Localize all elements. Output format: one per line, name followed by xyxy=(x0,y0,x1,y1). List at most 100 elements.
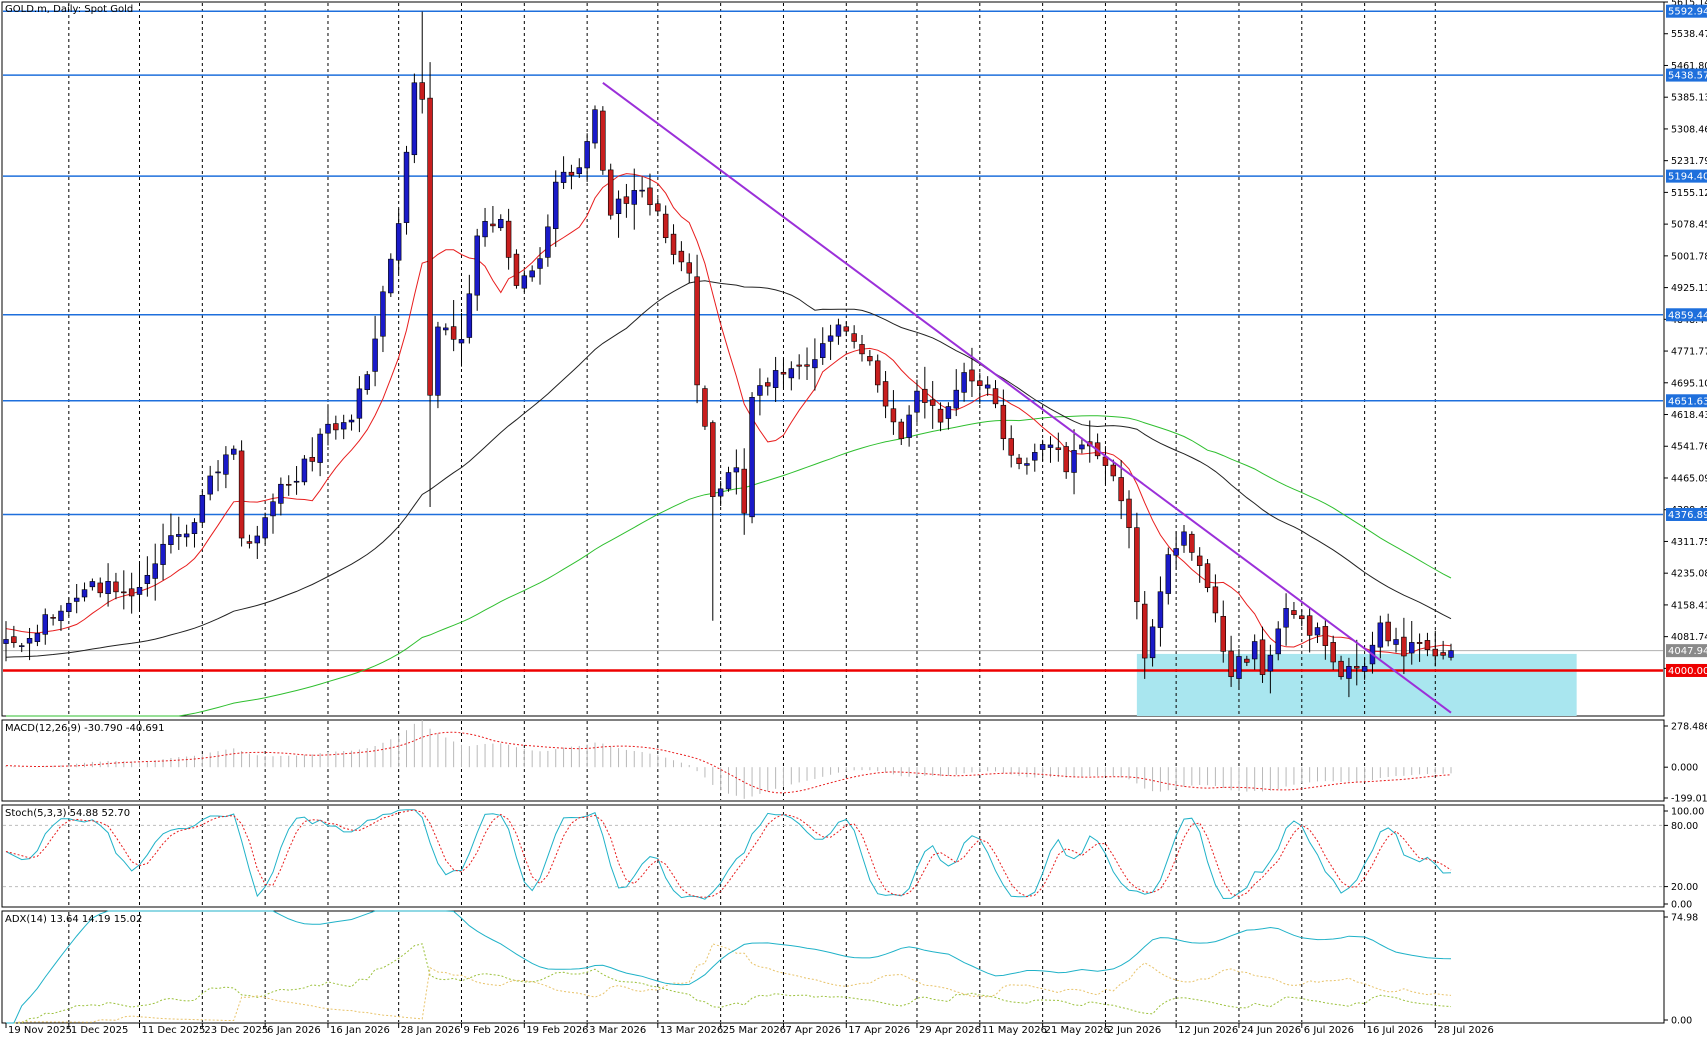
horizontal-levels[interactable] xyxy=(3,10,1663,672)
candle[interactable] xyxy=(176,516,182,550)
candle[interactable] xyxy=(867,349,873,366)
candle[interactable] xyxy=(443,323,449,336)
candle[interactable] xyxy=(796,354,802,380)
candle[interactable] xyxy=(992,380,999,409)
candle[interactable] xyxy=(1071,429,1077,495)
candle[interactable] xyxy=(1173,531,1179,570)
candle[interactable] xyxy=(168,513,174,554)
candle[interactable] xyxy=(152,543,158,601)
candle[interactable] xyxy=(121,570,127,610)
candle[interactable] xyxy=(882,371,889,419)
candle[interactable] xyxy=(285,475,292,496)
candle[interactable] xyxy=(710,420,716,621)
candle[interactable] xyxy=(843,321,850,337)
candle[interactable] xyxy=(772,356,779,402)
candle[interactable] xyxy=(584,133,590,182)
candle[interactable] xyxy=(851,325,857,349)
candle[interactable] xyxy=(1126,490,1132,549)
candle[interactable] xyxy=(11,625,17,648)
candle[interactable] xyxy=(1251,634,1258,670)
candle[interactable] xyxy=(1377,615,1384,659)
candle[interactable] xyxy=(411,73,418,164)
candle[interactable] xyxy=(1016,454,1022,470)
candle[interactable] xyxy=(1134,512,1140,620)
candle[interactable] xyxy=(1141,591,1148,679)
candle[interactable] xyxy=(1039,439,1046,462)
candle[interactable] xyxy=(1354,639,1360,686)
candle[interactable] xyxy=(380,285,386,353)
candle[interactable] xyxy=(505,208,512,270)
candle[interactable] xyxy=(780,358,787,388)
candle[interactable] xyxy=(1244,655,1250,667)
candle[interactable] xyxy=(1299,609,1305,627)
candle[interactable] xyxy=(1032,443,1038,472)
candle[interactable] xyxy=(741,448,747,535)
candle[interactable] xyxy=(1401,617,1407,675)
candle[interactable] xyxy=(576,158,583,178)
candle[interactable] xyxy=(906,405,912,447)
candle[interactable] xyxy=(631,168,637,230)
candle[interactable] xyxy=(1283,593,1289,646)
candle[interactable] xyxy=(1236,649,1242,690)
price-panel[interactable]: GOLD.m, Daily: Spot Gold xyxy=(1,1,1665,717)
candle[interactable] xyxy=(270,493,276,534)
candle[interactable] xyxy=(1338,655,1344,680)
candle[interactable] xyxy=(207,465,213,501)
candle[interactable] xyxy=(733,449,740,495)
candle[interactable] xyxy=(537,247,543,285)
candle[interactable] xyxy=(231,445,237,460)
candle[interactable] xyxy=(1448,643,1454,661)
candle[interactable] xyxy=(395,208,402,274)
candle[interactable] xyxy=(694,254,700,404)
candle[interactable] xyxy=(136,563,143,612)
candle[interactable] xyxy=(804,347,810,380)
candle[interactable] xyxy=(105,563,111,607)
candle[interactable] xyxy=(945,402,952,430)
candle[interactable] xyxy=(835,318,842,345)
candle[interactable] xyxy=(1385,613,1391,647)
candle[interactable] xyxy=(1024,457,1030,475)
candle[interactable] xyxy=(113,572,119,600)
candle[interactable] xyxy=(364,371,370,395)
candle[interactable] xyxy=(325,404,331,446)
candle[interactable] xyxy=(1228,635,1234,687)
candlesticks[interactable] xyxy=(3,11,1454,698)
candle[interactable] xyxy=(1181,525,1187,553)
candle[interactable] xyxy=(1291,601,1297,619)
candle[interactable] xyxy=(34,624,41,647)
candle[interactable] xyxy=(1314,622,1321,644)
candle[interactable] xyxy=(702,385,708,430)
candle[interactable] xyxy=(388,253,394,298)
candle[interactable] xyxy=(18,642,25,653)
candle[interactable] xyxy=(1110,459,1117,482)
candle[interactable] xyxy=(309,437,316,472)
candle[interactable] xyxy=(474,228,480,311)
candle[interactable] xyxy=(639,176,645,198)
candle[interactable] xyxy=(458,313,465,367)
candle[interactable] xyxy=(1393,627,1399,653)
candle[interactable] xyxy=(757,368,763,416)
candle[interactable] xyxy=(717,480,724,507)
candle[interactable] xyxy=(66,597,72,617)
candle[interactable] xyxy=(450,300,457,352)
candle[interactable] xyxy=(749,392,755,524)
candle[interactable] xyxy=(333,415,339,440)
adx-panel[interactable]: ADX(14) 13.64 14.19 15.02 xyxy=(1,910,1665,1024)
candle[interactable] xyxy=(223,446,229,489)
candle[interactable] xyxy=(914,379,920,423)
candle[interactable] xyxy=(215,460,221,492)
candle[interactable] xyxy=(1212,574,1219,623)
candle[interactable] xyxy=(655,198,661,217)
candle[interactable] xyxy=(482,207,488,247)
macd-panel[interactable]: MACD(12,26,9) -30.790 -40.691 xyxy=(1,719,1665,802)
candle[interactable] xyxy=(356,376,363,433)
candle[interactable] xyxy=(1416,633,1423,662)
candle[interactable] xyxy=(3,621,9,662)
candle[interactable] xyxy=(953,369,959,417)
candle[interactable] xyxy=(560,156,567,189)
candle[interactable] xyxy=(490,206,496,233)
candle[interactable] xyxy=(1361,657,1368,680)
candle[interactable] xyxy=(623,183,630,218)
candle[interactable] xyxy=(58,605,64,631)
